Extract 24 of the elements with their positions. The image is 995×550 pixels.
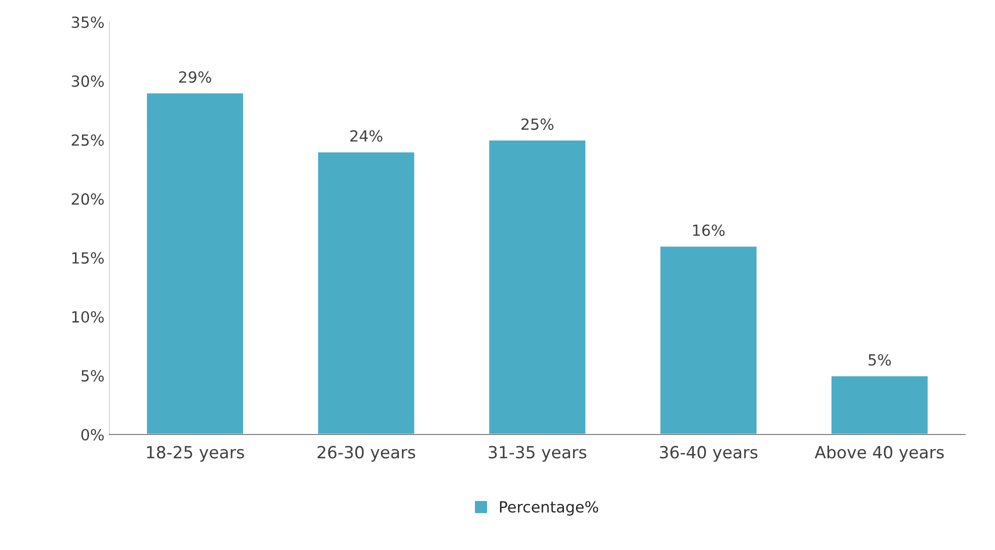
bar: [830, 374, 930, 434]
y-tick-label: 10%: [72, 311, 104, 323]
data-label: 5%: [868, 354, 891, 366]
x-tick-label: 36-40 years: [660, 446, 758, 462]
x-tick-label: 26-30 years: [318, 446, 416, 462]
y-tick-label: 0%: [81, 428, 104, 441]
y-tick-label: 15%: [72, 252, 104, 264]
data-label: 16%: [693, 224, 725, 236]
bar: [316, 150, 416, 434]
y-tick-label: 20%: [72, 193, 104, 205]
y-tick-label: 35%: [72, 16, 104, 28]
bar: [146, 92, 244, 434]
data-label: 24%: [350, 130, 382, 142]
y-tick-label: 5%: [82, 370, 104, 382]
data-label: 25%: [521, 118, 554, 130]
bar: [658, 245, 758, 434]
x-tick-label: 31-35 years: [488, 446, 586, 462]
y-tick-label: 25%: [72, 134, 104, 146]
y-tick-label: 30%: [72, 75, 104, 87]
data-label: 29%: [179, 71, 212, 83]
legend-label: Percentage%: [500, 501, 598, 516]
x-tick-label: 18-25 years: [147, 446, 244, 462]
x-tick-label: Above 40 years: [814, 446, 944, 462]
bar: [488, 139, 587, 434]
